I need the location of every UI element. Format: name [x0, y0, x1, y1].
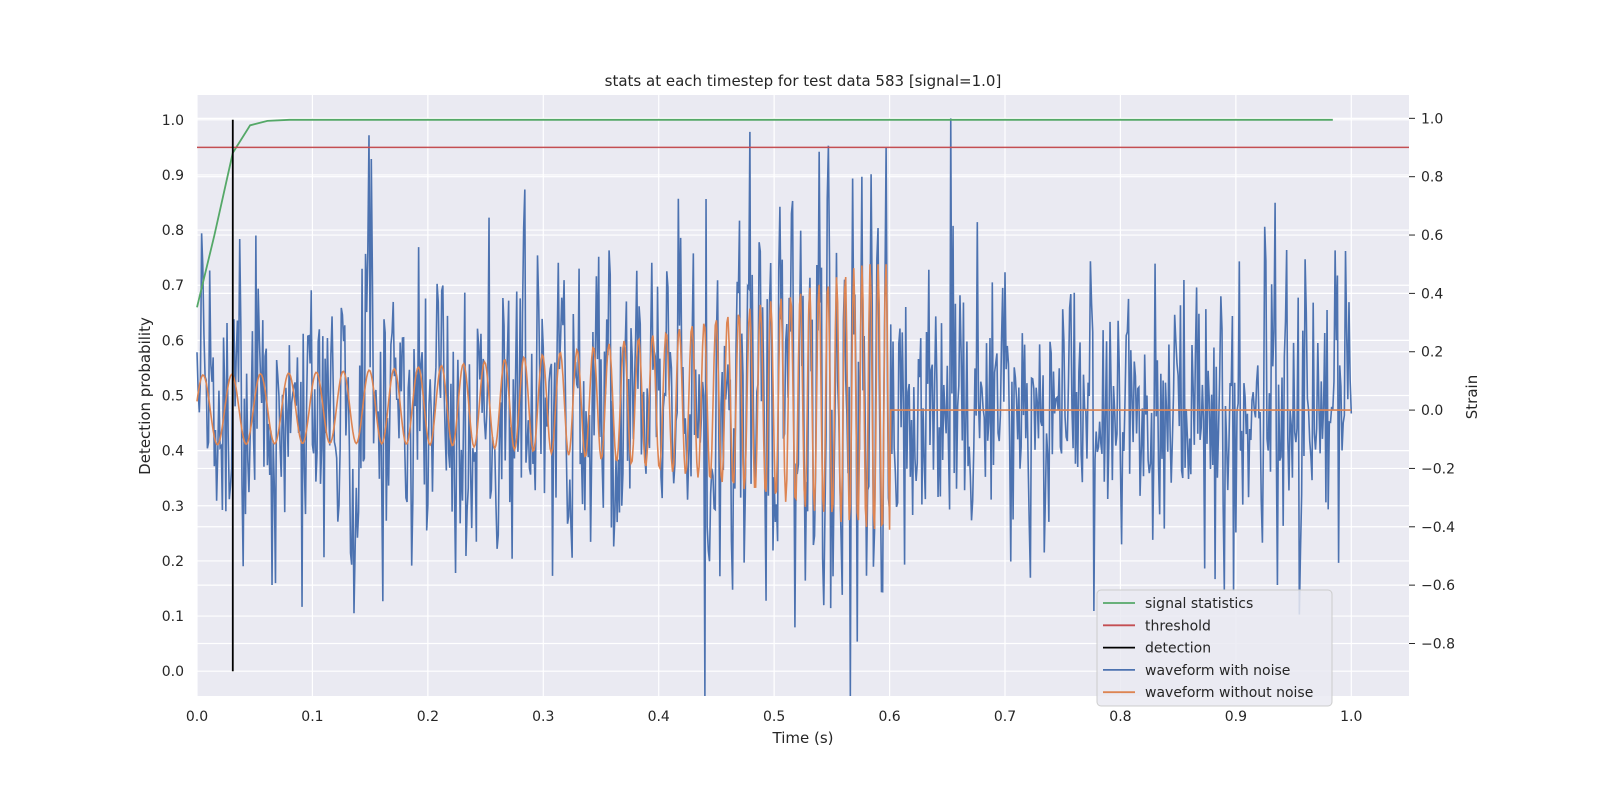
- left-y-tick-label: 0.5: [162, 389, 184, 405]
- left-y-tick-label: 0.0: [162, 664, 184, 680]
- legend: signal statistics threshold detection wavef…: [1096, 589, 1333, 707]
- left-y-axis-ticks: 0.0 0.1 0.2 0.3 0.4 0.5 0.6 0.7 0.8 0.9 1.0: [162, 113, 184, 680]
- right-y-tick-label: 0.6: [1421, 228, 1443, 244]
- left-y-tick-label: 1.0: [162, 113, 184, 129]
- legend-label: threshold: [1145, 618, 1211, 634]
- right-y-tick-label: −0.4: [1421, 520, 1455, 536]
- left-y-tick-label: 0.8: [162, 223, 184, 239]
- x-tick-label: 0.7: [994, 709, 1016, 725]
- left-y-axis-label: Detection probability: [136, 317, 154, 475]
- x-axis-label: Time (s): [772, 729, 834, 747]
- left-y-tick-label: 0.1: [162, 609, 184, 625]
- x-tick-label: 0.1: [301, 709, 323, 725]
- right-y-tick-label: −0.6: [1421, 578, 1455, 594]
- legend-box: [1096, 589, 1333, 707]
- series-layer: [196, 118, 1409, 697]
- right-y-tick-label: 0.2: [1421, 345, 1443, 361]
- legend-label: waveform without noise: [1145, 685, 1313, 701]
- right-y-tick-label: −0.2: [1421, 461, 1455, 477]
- legend-label: detection: [1145, 641, 1211, 657]
- x-tick-label: 1.0: [1340, 709, 1362, 725]
- left-y-tick-label: 0.9: [162, 168, 184, 184]
- right-y-tick-label: −0.8: [1421, 636, 1455, 652]
- left-y-tick-label: 0.6: [162, 333, 184, 349]
- x-axis-ticks: 0.0 0.1 0.2 0.3 0.4 0.5 0.6 0.7 0.8 0.9 1.0: [186, 709, 1363, 725]
- left-y-tick-label: 0.2: [162, 554, 184, 570]
- x-tick-label: 0.3: [532, 709, 554, 725]
- x-tick-label: 0.2: [417, 709, 439, 725]
- legend-label: waveform with noise: [1145, 663, 1290, 679]
- left-y-tick-label: 0.4: [162, 444, 184, 460]
- series-waveform-without-noise: [196, 264, 1352, 530]
- left-y-tick-label: 0.7: [162, 278, 184, 294]
- right-y-tick-label: 0.8: [1421, 170, 1443, 186]
- x-tick-label: 0.4: [648, 709, 670, 725]
- legend-label: signal statistics: [1145, 596, 1253, 612]
- x-tick-label: 0.9: [1225, 709, 1247, 725]
- right-y-tick-label: 1.0: [1421, 111, 1443, 127]
- x-tick-label: 0.8: [1109, 709, 1131, 725]
- right-y-axis-ticks: −0.8 −0.6 −0.4 −0.2 0.0 0.2 0.4 0.6 0.8 1.0: [1409, 111, 1455, 652]
- x-tick-label: 0.6: [878, 709, 900, 725]
- right-y-tick-label: 0.0: [1421, 403, 1443, 419]
- right-y-tick-label: 0.4: [1421, 286, 1443, 302]
- x-tick-label: 0.5: [763, 709, 785, 725]
- x-tick-label: 0.0: [186, 709, 208, 725]
- series-signal-statistics: [196, 118, 1333, 308]
- chart-title: stats at each timestep for test data 583…: [605, 72, 1002, 90]
- right-y-axis-label: Strain: [1463, 375, 1481, 419]
- left-y-tick-label: 0.3: [162, 499, 184, 515]
